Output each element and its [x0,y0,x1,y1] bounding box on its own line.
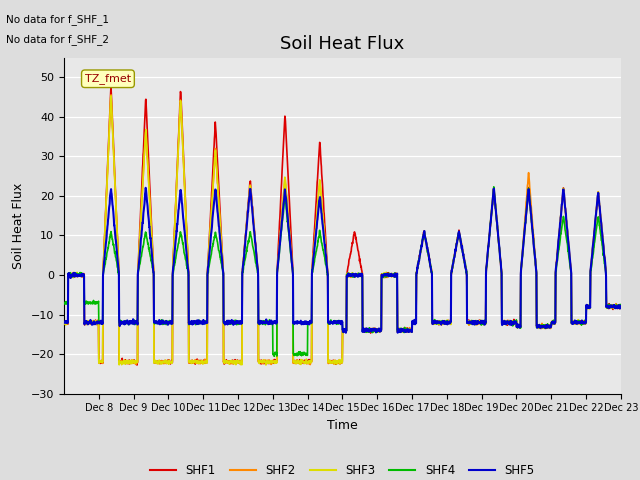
Legend: SHF1, SHF2, SHF3, SHF4, SHF5: SHF1, SHF2, SHF3, SHF4, SHF5 [145,459,540,480]
SHF2 [601,260,609,265]
Line: SHF3: SHF3 [64,96,621,365]
SHF3 [617,305,625,311]
Line: SHF5: SHF5 [64,188,621,333]
SHF2 [60,320,68,326]
SHF5 [331,318,339,324]
SHF2 [602,264,609,270]
SHF2 [499,320,507,326]
SHF2 [307,362,314,368]
Line: SHF4: SHF4 [64,187,621,356]
SHF5 [88,320,96,326]
SHF1 [332,360,339,365]
SHF1 [499,321,507,327]
SHF4 [601,264,609,270]
SHF5 [60,320,68,325]
Text: TZ_fmet: TZ_fmet [85,73,131,84]
SHF1 [317,151,324,157]
Text: No data for f_SHF_1: No data for f_SHF_1 [6,14,109,25]
SHF5 [142,185,150,191]
SHF4 [499,322,507,327]
SHF2 [317,185,324,191]
SHF1 [617,304,625,310]
SHF4 [60,301,68,307]
SHF2 [617,303,625,309]
SHF4 [316,231,324,237]
SHF2 [108,92,115,98]
SHF2 [88,320,96,326]
SHF4 [602,264,609,270]
SHF5 [316,196,324,202]
Title: Soil Heat Flux: Soil Heat Flux [280,35,404,53]
SHF3 [60,320,68,326]
SHF3 [108,93,115,99]
SHF1 [60,319,68,325]
SHF1 [108,85,115,91]
Line: SHF2: SHF2 [64,95,621,365]
SHF5 [499,321,507,327]
SHF1 [133,362,141,368]
SHF2 [332,358,339,364]
SHF3 [262,362,270,368]
SHF4 [331,318,339,324]
SHF3 [88,318,96,324]
SHF4 [490,184,498,190]
SHF4 [271,353,278,359]
SHF4 [617,302,625,308]
SHF3 [601,259,609,265]
SHF5 [342,330,349,336]
SHF1 [601,259,609,264]
SHF3 [602,264,609,269]
SHF3 [499,320,507,326]
Text: No data for f_SHF_2: No data for f_SHF_2 [6,34,109,45]
SHF5 [601,257,609,263]
SHF5 [602,260,609,266]
SHF3 [332,360,339,366]
Y-axis label: Soil Heat Flux: Soil Heat Flux [12,182,25,269]
Line: SHF1: SHF1 [64,88,621,365]
SHF4 [88,301,96,307]
X-axis label: Time: Time [327,419,358,432]
SHF3 [317,186,324,192]
SHF5 [617,303,625,309]
SHF1 [88,320,96,325]
SHF1 [602,262,609,268]
